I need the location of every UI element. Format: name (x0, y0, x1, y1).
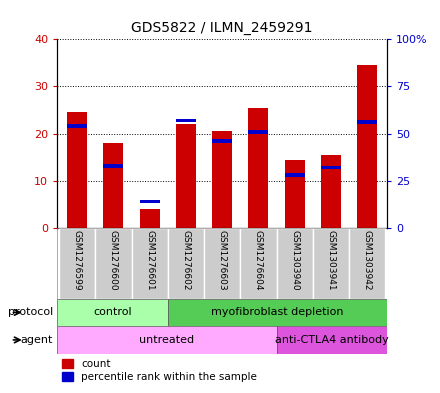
Text: GSM1276603: GSM1276603 (218, 230, 227, 291)
Bar (249, 108, 268, 228)
Bar (67, 112, 87, 228)
Bar (349, 228, 385, 299)
Bar (212, 139, 232, 143)
Bar (168, 299, 387, 326)
Bar (321, 155, 341, 228)
Bar (95, 228, 132, 299)
Bar (357, 65, 377, 228)
Text: myofibroblast depletion: myofibroblast depletion (211, 307, 344, 318)
Text: agent: agent (20, 335, 53, 345)
Bar (103, 143, 123, 228)
Bar (132, 228, 168, 299)
Legend: count, percentile rank within the sample: count, percentile rank within the sample (62, 359, 257, 382)
Bar (357, 120, 377, 124)
Bar (321, 166, 341, 169)
Bar (204, 228, 240, 299)
Bar (240, 228, 277, 299)
Bar (176, 119, 196, 122)
Text: GSM1303942: GSM1303942 (363, 230, 372, 290)
Title: GDS5822 / ILMN_2459291: GDS5822 / ILMN_2459291 (132, 22, 313, 35)
Text: protocol: protocol (7, 307, 53, 318)
Text: GSM1276602: GSM1276602 (181, 230, 191, 290)
Bar (57, 326, 277, 354)
Bar (140, 209, 160, 228)
Text: GSM1276600: GSM1276600 (109, 230, 118, 291)
Text: control: control (93, 307, 132, 318)
Bar (103, 164, 123, 167)
Text: GSM1276601: GSM1276601 (145, 230, 154, 291)
Text: GSM1303941: GSM1303941 (326, 230, 335, 291)
Text: GSM1276599: GSM1276599 (73, 230, 82, 291)
Bar (67, 124, 87, 128)
Bar (140, 200, 160, 204)
Bar (313, 228, 349, 299)
Text: GSM1276604: GSM1276604 (254, 230, 263, 290)
Bar (285, 173, 305, 177)
Bar (285, 160, 305, 228)
Bar (59, 228, 95, 299)
Bar (57, 299, 168, 326)
Text: anti-CTLA4 antibody: anti-CTLA4 antibody (275, 335, 389, 345)
Bar (212, 131, 232, 228)
Bar (277, 228, 313, 299)
Bar (168, 228, 204, 299)
Bar (277, 326, 387, 354)
Bar (176, 124, 196, 228)
Bar (249, 130, 268, 134)
Text: untreated: untreated (139, 335, 194, 345)
Text: GSM1303940: GSM1303940 (290, 230, 299, 291)
